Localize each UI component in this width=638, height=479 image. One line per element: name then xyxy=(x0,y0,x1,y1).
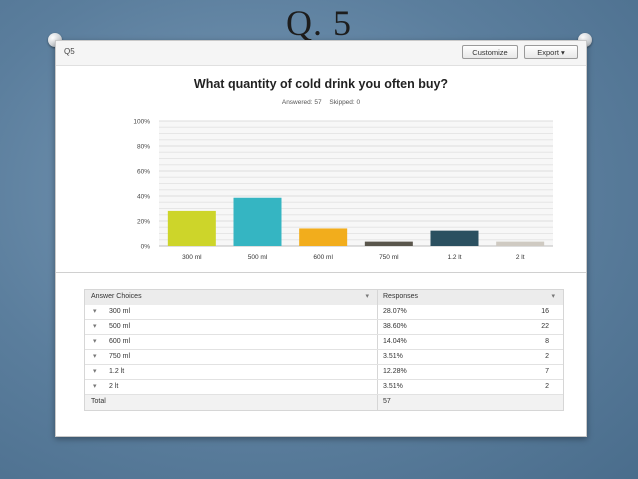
response-percent: 3.51% xyxy=(383,353,403,360)
table-row: ▾ 750 ml 3.51% 2 xyxy=(85,349,563,364)
bar-300-ml xyxy=(167,210,216,246)
response-count: 8 xyxy=(545,338,549,345)
bar-600-ml xyxy=(299,228,348,246)
x-tick-label: 600 ml xyxy=(313,254,333,261)
table-row: ▾ 600 ml 14.04% 8 xyxy=(85,334,563,349)
total-label: Total xyxy=(91,398,106,405)
response-percent: 38.60% xyxy=(383,323,407,330)
header-responses: Responses xyxy=(383,293,419,300)
y-tick-label: 60% xyxy=(137,169,150,176)
x-tick-label: 500 ml xyxy=(248,254,268,261)
answer-choice: 750 ml xyxy=(109,353,131,360)
bar-750-ml xyxy=(364,241,413,246)
y-tick-label: 0% xyxy=(141,244,151,251)
skipped-count: Skipped: 0 xyxy=(329,99,361,106)
header-answer-choices: Answer Choices xyxy=(91,293,142,300)
table-row: ▾ 500 ml 38.60% 22 xyxy=(85,319,563,334)
slide-title: Q. 5 xyxy=(286,3,352,43)
bar-chart: 0% 20% 40% 60% 80% 100% 300 ml 500 ml 600 ml 750 … xyxy=(133,119,553,261)
question-label: Q5 xyxy=(64,47,75,56)
answer-choice: 300 ml xyxy=(109,308,131,315)
table-row: ▾ 1.2 lt 12.28% 7 xyxy=(85,364,563,379)
x-tick-label: 300 ml xyxy=(182,254,202,261)
answer-choice: 600 ml xyxy=(109,338,131,345)
response-percent: 3.51% xyxy=(383,383,403,390)
customize-button[interactable]: Customize xyxy=(462,45,518,59)
response-count: 16 xyxy=(541,308,549,315)
response-stats: Answered: 57 Skipped: 0 xyxy=(56,99,586,106)
response-count: 2 xyxy=(545,383,549,390)
table-row: ▾ 2 lt 3.51% 2 xyxy=(85,379,563,394)
x-tick-label: 1.2 lt xyxy=(447,254,461,261)
chart-divider xyxy=(56,272,586,273)
response-count: 7 xyxy=(545,368,549,375)
response-percent: 12.28% xyxy=(383,368,407,375)
answered-count: Answered: 57 xyxy=(281,99,322,106)
card-header: Q5 Customize Export ▾ xyxy=(56,41,586,66)
chart-title: What quantity of cold drink you often bu… xyxy=(193,77,449,91)
sort-chevron-icon[interactable]: ▾ xyxy=(551,293,555,300)
x-tick-label: 2 lt xyxy=(516,254,525,261)
bar-2-lt xyxy=(496,241,545,246)
response-percent: 14.04% xyxy=(383,338,407,345)
response-count: 2 xyxy=(545,353,549,360)
question-card: Q5 Customize Export ▾ What quantity of c… xyxy=(55,40,587,437)
expand-chevron-icon[interactable]: ▾ xyxy=(93,308,97,315)
answer-choice: 1.2 lt xyxy=(109,368,125,375)
expand-chevron-icon[interactable]: ▾ xyxy=(93,353,97,360)
y-tick-label: 20% xyxy=(137,219,150,226)
x-tick-label: 750 ml xyxy=(379,254,399,261)
bar-500-ml xyxy=(233,197,282,246)
total-value: 57 xyxy=(383,398,391,405)
export-button[interactable]: Export ▾ xyxy=(524,45,578,59)
expand-chevron-icon[interactable]: ▾ xyxy=(93,338,97,345)
response-percent: 28.07% xyxy=(383,308,407,315)
expand-chevron-icon[interactable]: ▾ xyxy=(93,383,97,390)
answer-choice: 500 ml xyxy=(109,323,131,330)
table-total-row: Total 57 xyxy=(85,394,563,410)
table-row: ▾ 300 ml 28.07% 16 xyxy=(85,305,563,319)
expand-chevron-icon[interactable]: ▾ xyxy=(93,323,97,330)
bar-1-2-lt xyxy=(430,230,479,246)
answer-choice: 2 lt xyxy=(109,383,119,390)
y-tick-label: 80% xyxy=(137,144,150,151)
expand-chevron-icon[interactable]: ▾ xyxy=(93,368,97,375)
responses-table: Answer Choices ▾ Responses ▾ ▾ 300 ml 28.0… xyxy=(84,289,564,411)
y-tick-label: 100% xyxy=(133,119,150,126)
response-count: 22 xyxy=(541,323,549,330)
y-tick-label: 40% xyxy=(137,194,150,201)
table-header-row: Answer Choices ▾ Responses ▾ xyxy=(85,290,563,305)
sort-chevron-icon[interactable]: ▾ xyxy=(365,293,369,300)
